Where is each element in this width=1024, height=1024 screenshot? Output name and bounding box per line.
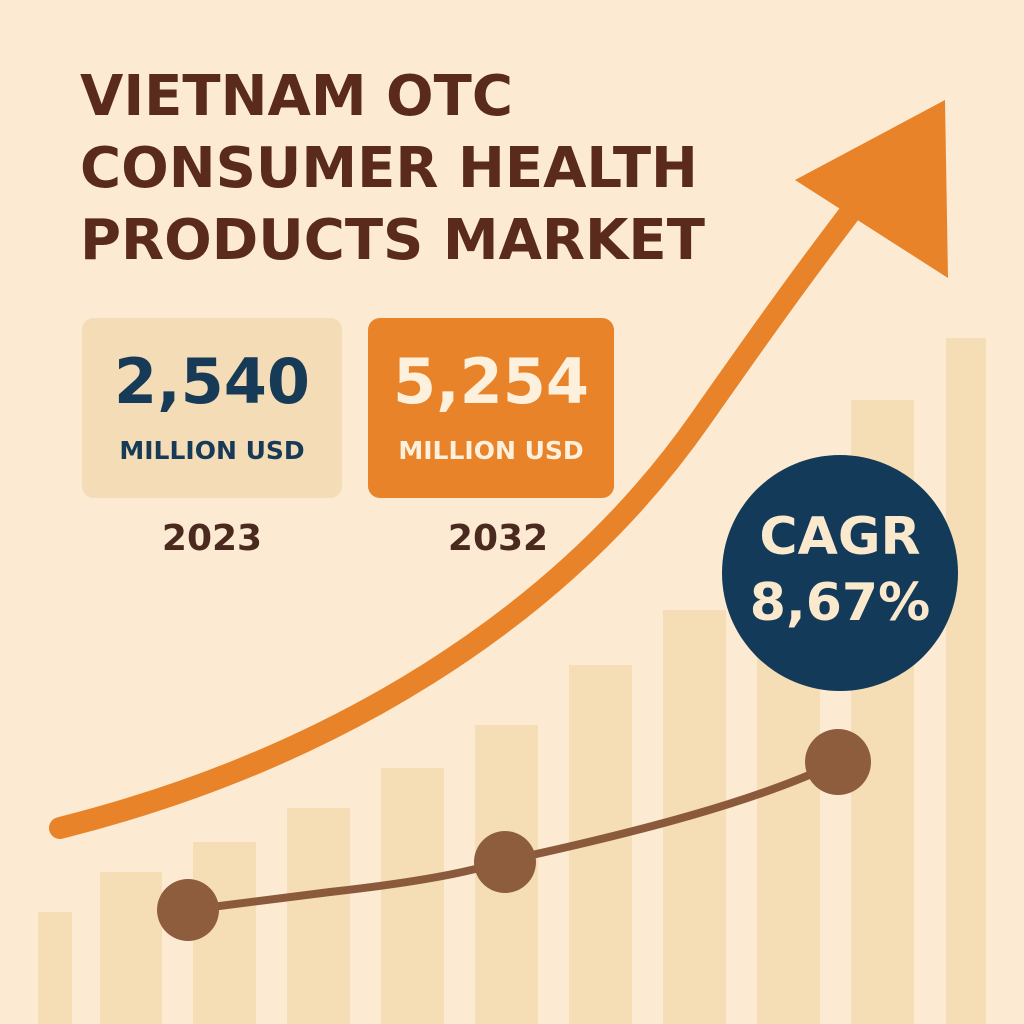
- stat-unit: MILLION USD: [119, 436, 304, 465]
- title-line: CONSUMER HEALTH: [80, 136, 698, 201]
- arrow-head: [795, 100, 948, 278]
- stat-value: 2,540: [114, 345, 310, 418]
- stat-year: 2032: [448, 518, 548, 559]
- trend-point: [157, 879, 219, 941]
- bar: [946, 338, 986, 1024]
- cagr-label: CAGR: [759, 507, 920, 567]
- bar: [38, 912, 72, 1024]
- stat-box: [368, 318, 614, 498]
- cagr-badge: [722, 455, 958, 691]
- stat-value: 5,254: [393, 345, 589, 418]
- stat-unit: MILLION USD: [398, 436, 583, 465]
- title-line: PRODUCTS MARKET: [80, 208, 705, 273]
- growth-arrow: [49, 159, 891, 839]
- stat-year: 2023: [162, 518, 262, 559]
- bar: [287, 808, 350, 1024]
- trend-point: [474, 831, 536, 893]
- bar: [100, 872, 162, 1024]
- bar: [381, 768, 444, 1024]
- stat-box: [82, 318, 342, 498]
- trend-point: [805, 729, 871, 795]
- title-line: VIETNAM OTC: [80, 64, 513, 129]
- cagr-value: 8,67%: [750, 573, 930, 633]
